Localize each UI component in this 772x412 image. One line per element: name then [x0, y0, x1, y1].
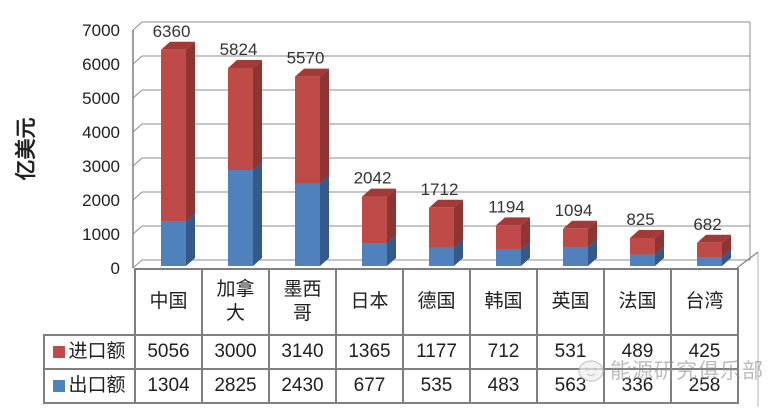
value-cell: 336 — [603, 368, 672, 404]
value-cell: 2430 — [268, 368, 337, 404]
value-cell: 3140 — [268, 334, 337, 370]
category-label: 台湾 — [685, 291, 724, 313]
category-label: 墨西哥 — [283, 279, 322, 324]
bar-7: 825 — [626, 210, 664, 266]
bar-total-label: 6360 — [153, 22, 191, 41]
value-cell: 1304 — [134, 368, 203, 404]
y-tick-label: 2000 — [82, 191, 120, 210]
bars: 6360 5824 5570 2042 1712 1194 1094 825 682 — [153, 22, 731, 266]
bar-total-label: 5824 — [220, 40, 258, 59]
category-cell: 英国 — [536, 268, 605, 336]
bar-total-label: 2042 — [354, 169, 392, 188]
table-corner-cell — [44, 269, 135, 335]
bar-5: 1194 — [488, 197, 530, 266]
bar-total-label: 1194 — [488, 197, 525, 216]
value-cell: 1365 — [335, 334, 404, 370]
category-cell: 墨西哥 — [268, 268, 337, 336]
bar-8: 682 — [693, 215, 731, 266]
value-cell: 677 — [335, 368, 404, 404]
value-cell: 483 — [469, 368, 538, 404]
category-cell: 德国 — [402, 268, 471, 336]
value-cell: 258 — [670, 368, 739, 404]
export-legend-swatch — [53, 380, 66, 393]
bar-6: 1094 — [555, 201, 597, 266]
value-cell: 531 — [536, 334, 605, 370]
y-tick-label: 4000 — [82, 123, 120, 142]
value-cell: 563 — [536, 368, 605, 404]
import-legend-label: 进口额 — [68, 341, 126, 363]
value-cell: 712 — [469, 334, 538, 370]
bar-3: 2042 — [354, 169, 396, 266]
y-axis-title: 亿美元 — [14, 118, 38, 181]
value-cell: 489 — [603, 334, 672, 370]
chart-data-table: 中国 加拿大 墨西哥 日本 德国 韩国 英国 法国 台湾 进口额 5056 3000 3140 136… — [43, 268, 739, 404]
category-label: 韩国 — [484, 291, 523, 313]
legend-import: 进口额 — [43, 334, 136, 370]
value-cell: 3000 — [201, 334, 270, 370]
bar-total-label: 5570 — [287, 49, 325, 68]
category-cell: 台湾 — [670, 268, 739, 336]
legend-export: 出口额 — [43, 368, 136, 404]
category-label: 加拿大 — [216, 279, 255, 324]
category-row: 中国 加拿大 墨西哥 日本 德国 韩国 英国 法国 台湾 — [44, 268, 739, 336]
value-cell: 5056 — [134, 334, 203, 370]
bar-4: 1712 — [421, 180, 463, 266]
category-cell: 中国 — [134, 268, 203, 336]
category-label: 德国 — [417, 291, 456, 313]
y-tick-label: 3000 — [82, 157, 120, 176]
y-tick-label: 1000 — [82, 225, 120, 244]
category-label: 法国 — [618, 291, 657, 313]
y-tick-label: 5000 — [82, 89, 120, 108]
bar-0: 6360 — [153, 22, 195, 266]
export-legend-label: 出口额 — [68, 375, 126, 397]
category-label: 中国 — [149, 291, 188, 313]
category-cell: 法国 — [603, 268, 672, 336]
value-cell: 425 — [670, 334, 739, 370]
export-row: 出口额 1304 2825 2430 677 535 483 563 336 258 — [43, 368, 739, 404]
bar-total-label: 1094 — [555, 201, 593, 220]
bar-1: 5824 — [220, 40, 262, 266]
y-tick-label: 0 — [111, 259, 120, 278]
bar-total-label: 825 — [626, 210, 654, 229]
category-cell: 日本 — [335, 268, 404, 336]
bar-total-label: 682 — [693, 215, 721, 234]
bar-total-label: 1712 — [421, 180, 459, 199]
value-cell: 1177 — [402, 334, 471, 370]
import-legend-swatch — [53, 346, 66, 359]
category-cell: 韩国 — [469, 268, 538, 336]
y-tick-label: 6000 — [82, 55, 120, 74]
y-tick-label: 7000 — [82, 21, 120, 40]
import-row: 进口额 5056 3000 3140 1365 1177 712 531 489 425 — [43, 334, 739, 370]
plot-frame — [132, 21, 759, 407]
bar-2: 5570 — [287, 49, 329, 266]
category-cell: 加拿大 — [201, 268, 270, 336]
value-cell: 535 — [402, 368, 471, 404]
category-label: 英国 — [551, 291, 590, 313]
category-label: 日本 — [350, 291, 389, 313]
value-cell: 2825 — [201, 368, 270, 404]
